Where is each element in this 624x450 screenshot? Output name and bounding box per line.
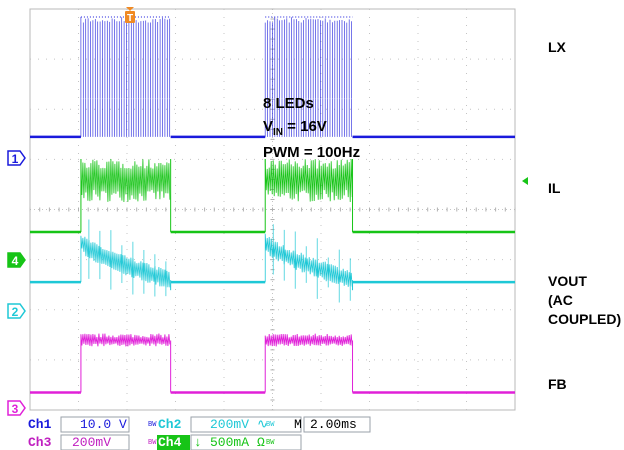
label-vout: VOUT (548, 273, 587, 289)
traces (30, 16, 515, 394)
ch4-value: 500mA (210, 435, 249, 450)
ch4-label: Ch4 (158, 435, 182, 450)
channel-marker-label: 1 (12, 152, 19, 166)
channel-marker-label: 4 (12, 254, 19, 268)
series-lx (30, 16, 515, 139)
channel-markers: 1 4 2 3 (7, 150, 26, 416)
il-ripple (80, 158, 171, 203)
ch1-label: Ch1 (28, 417, 52, 432)
trigger-marker-label: T (127, 13, 133, 24)
ch1-value: 10.0 V (80, 417, 127, 432)
channel-marker-3: 3 (7, 400, 26, 416)
ch2-value: 200mV (210, 417, 249, 432)
lx-switching-burst (80, 17, 171, 137)
ac-coupling-icon: ∿ (257, 417, 268, 432)
channel-marker-4: 4 (7, 252, 26, 268)
channel-marker-1: 1 (7, 150, 26, 166)
label-coupled: COUPLED) (548, 311, 621, 327)
timebase-label: M (294, 417, 302, 432)
label-fb: FB (548, 376, 567, 392)
label-lx: LX (548, 39, 567, 55)
channel-marker-shape (7, 252, 26, 268)
annotation-leds: 8 LEDs (263, 95, 314, 112)
il-level-arrow-icon (522, 177, 528, 185)
label-ac: (AC (548, 292, 573, 308)
trace-labels: LX IL VOUT (AC COUPLED) FB (548, 39, 621, 392)
channel-marker-shape (7, 400, 26, 416)
annotation-vin: VIN = 16V (263, 118, 327, 138)
ohm-icon: Ω (257, 435, 265, 450)
annotation-pwm: PWM = 100Hz (263, 144, 360, 161)
ch3-value: 200mV (72, 435, 111, 450)
ch3-label: Ch3 (28, 435, 52, 450)
series-vout (30, 219, 515, 303)
il-ripple (264, 158, 353, 203)
ch2-label: Ch2 (158, 417, 182, 432)
bw-icon: BW (266, 421, 275, 429)
fb-on-level (80, 333, 171, 347)
bw-icon: BW (148, 421, 157, 429)
bw-icon: BW (148, 439, 157, 447)
vout-spikes (272, 224, 351, 303)
label-il: IL (548, 180, 561, 196)
channel-marker-shape (7, 303, 26, 319)
timebase-value: 2.00ms (310, 417, 357, 432)
channel-marker-2: 2 (7, 303, 26, 319)
channel-marker-shape (7, 150, 26, 166)
ch4-arrow-icon: ↓ (194, 435, 202, 450)
channel-marker-label: 2 (12, 305, 19, 319)
bw-icon: BW (266, 439, 275, 447)
vout-ripple (264, 233, 353, 287)
series-il (30, 158, 515, 234)
test-conditions-annotation: 8 LEDs VIN = 16V PWM = 100Hz (263, 95, 360, 161)
channel-marker-label: 3 (12, 402, 19, 416)
status-bar: Ch1 10.0 V BW Ch2 200mV ∿ BW M 2.00ms Ch… (28, 416, 371, 450)
vout-spikes (88, 219, 167, 297)
fb-on-level (264, 333, 353, 347)
series-fb (30, 333, 515, 394)
lx-switching-burst (264, 17, 352, 137)
trigger-marker: T (125, 7, 135, 24)
